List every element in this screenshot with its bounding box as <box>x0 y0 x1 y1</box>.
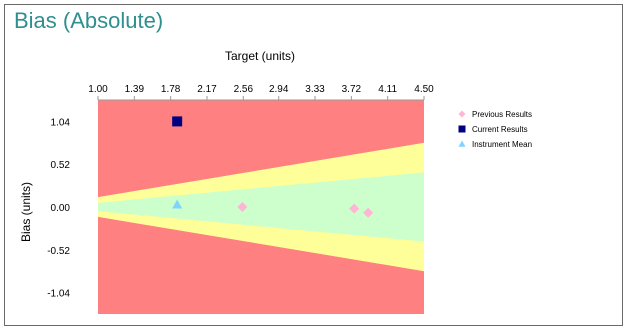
legend: Previous Results Current Results Instrumen… <box>458 110 532 149</box>
legend-label: Previous Results <box>472 110 532 119</box>
previous-results-point <box>349 203 360 214</box>
legend-marker <box>458 125 466 133</box>
x-tick-label: 4.50 <box>414 84 434 95</box>
green-zone <box>98 172 424 242</box>
previous-results-point <box>237 202 248 212</box>
x-tick-label: 2.94 <box>269 84 289 95</box>
x-tick-label: 4.11 <box>378 84 397 95</box>
x-tick-label: 1.78 <box>161 84 181 95</box>
chart-title: Bias (Absolute) <box>14 8 164 33</box>
y-tick-label: -0.52 <box>47 246 70 257</box>
x-tick-label: 1.00 <box>88 84 108 95</box>
y-tick-label: 0.00 <box>51 203 71 214</box>
instrument-mean-point <box>172 199 183 209</box>
data-points <box>172 116 374 218</box>
previous-results-point <box>363 207 374 218</box>
current-results-point <box>172 116 183 127</box>
y-tick-label: 0.52 <box>51 160 71 171</box>
y-tick-label: 1.04 <box>51 117 71 128</box>
y-axis-label: Bias (units) <box>19 182 33 242</box>
y-tick-label: -1.04 <box>47 289 70 300</box>
x-tick-label: 3.72 <box>342 84 362 95</box>
legend-marker <box>458 140 466 147</box>
x-tick-label: 2.17 <box>197 84 217 95</box>
legend-label: Current Results <box>472 125 528 134</box>
x-axis-label: Target (units) <box>225 49 295 63</box>
plot-area <box>98 100 424 314</box>
legend-label: Instrument Mean <box>472 140 532 149</box>
legend-marker <box>458 110 466 118</box>
axes: 1.00 1.39 1.78 2.17 2.56 2.94 3.33 3.72 4.11 4.50… <box>47 84 434 300</box>
x-tick-label: 3.33 <box>305 84 325 95</box>
x-tick-label: 1.39 <box>125 84 145 95</box>
x-tick-label: 2.56 <box>234 84 254 95</box>
